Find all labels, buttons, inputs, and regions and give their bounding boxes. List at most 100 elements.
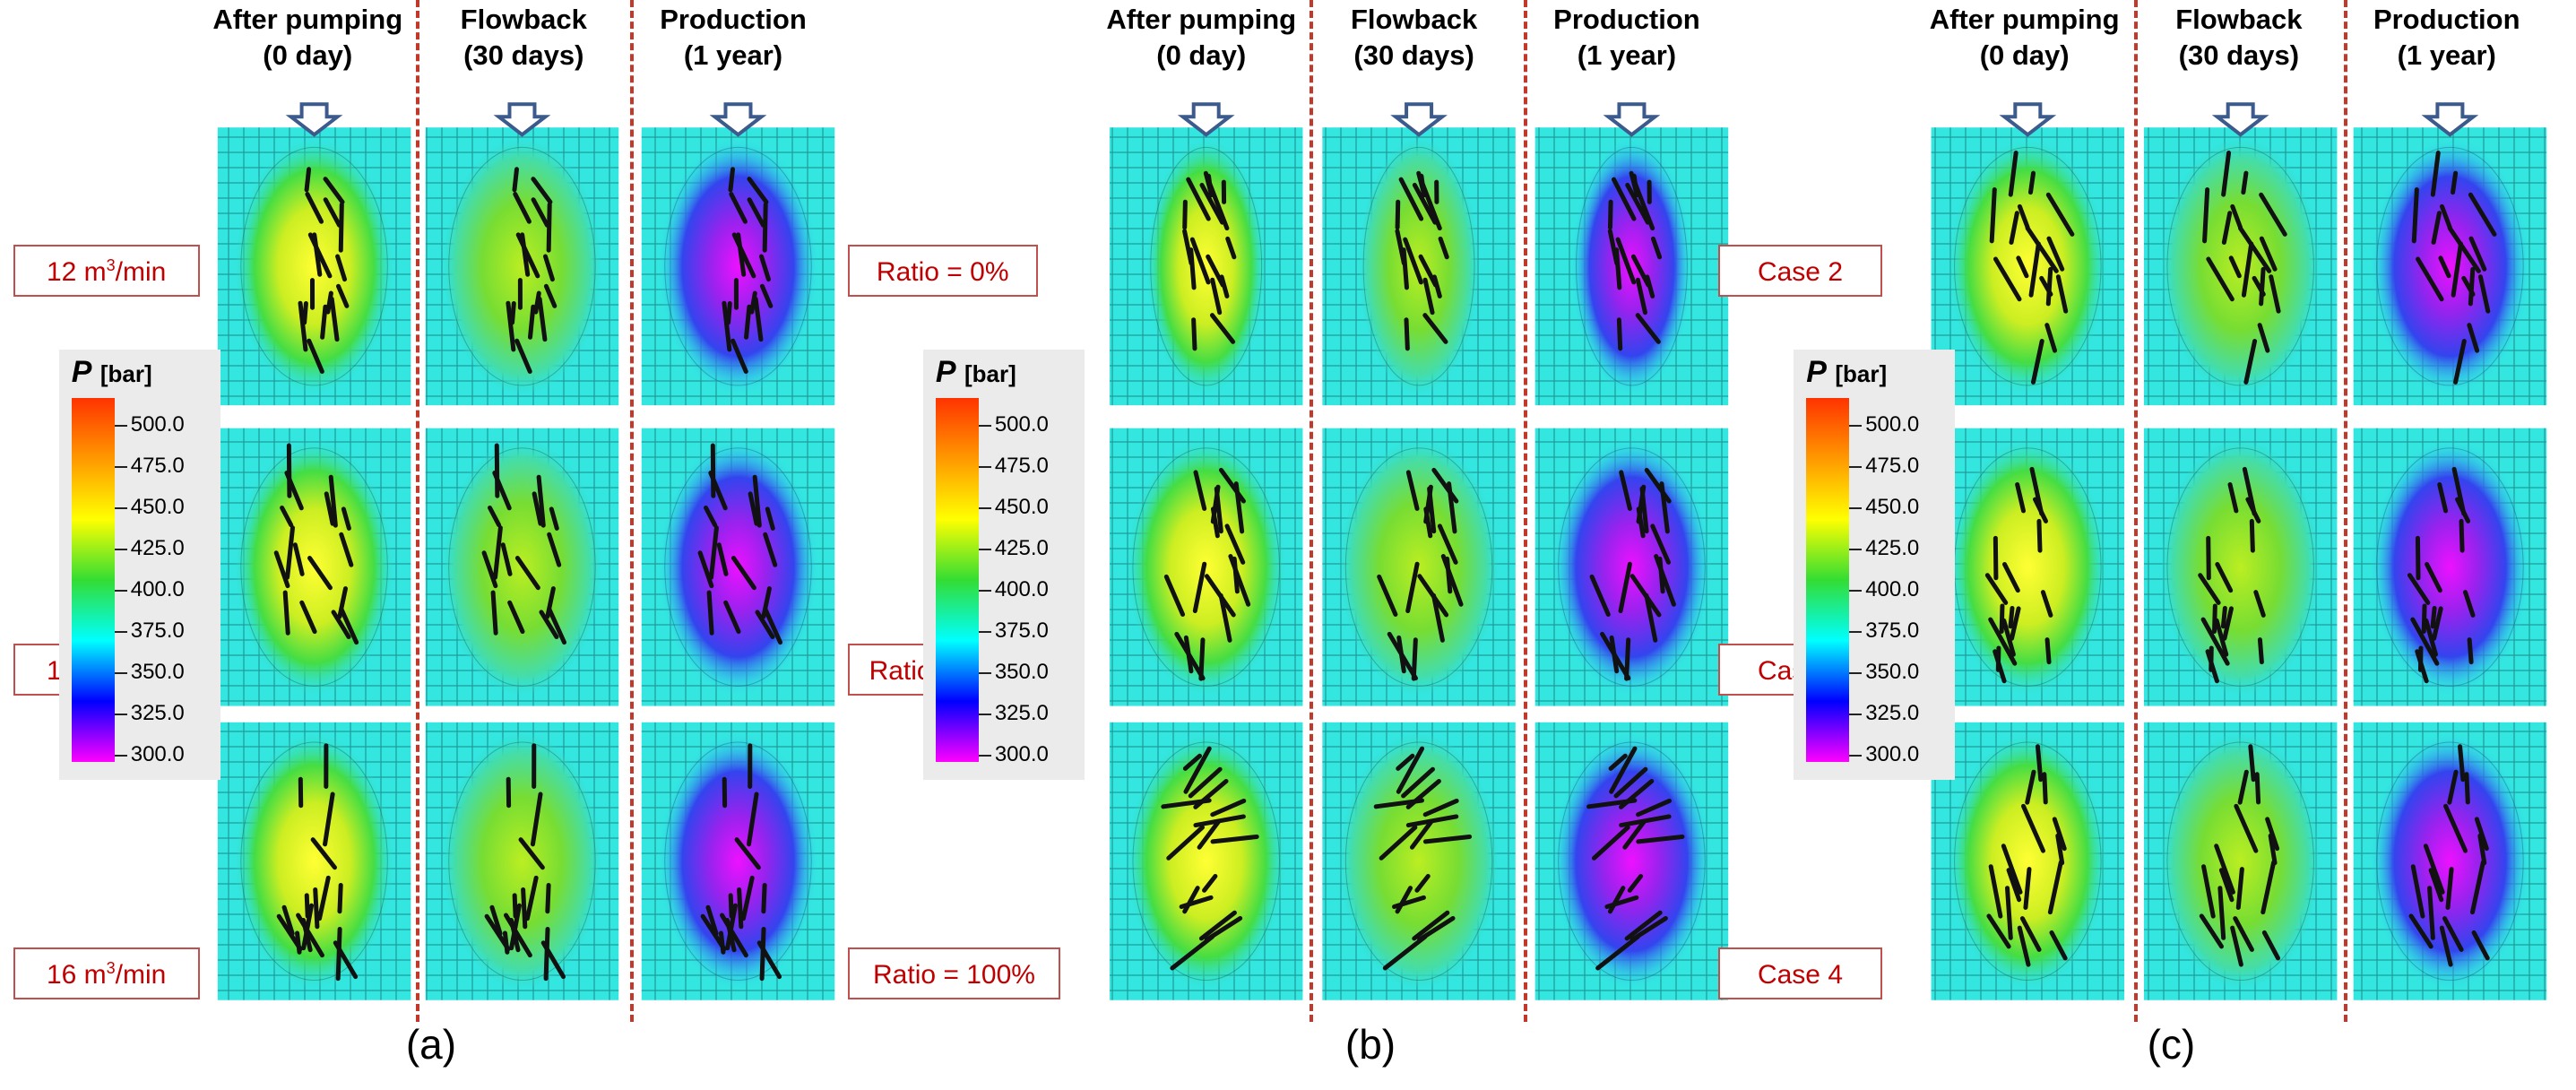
simulation-panel [1109, 722, 1303, 1000]
simulation-panel [217, 428, 411, 706]
colorbar-tick [114, 714, 127, 716]
column-header-title: Production [1553, 4, 1700, 35]
simulation-panel [641, 102, 835, 406]
colorbar-tick-label: 400.0 [130, 577, 185, 602]
column-divider [1523, 0, 1527, 1022]
fracture-network [273, 443, 359, 645]
colorbar-tick-label: 300.0 [994, 742, 1049, 767]
simulation-panel [2143, 102, 2338, 406]
simulation-panel [1534, 428, 1729, 706]
column-header-title: Production [660, 4, 807, 35]
colorbar-tick-label: 425.0 [1865, 536, 1920, 561]
colorbar-tick-label: 375.0 [130, 619, 185, 644]
colorbar-title: P [bar] [72, 355, 152, 390]
colorbar-unit: [bar] [964, 360, 1016, 388]
column-header-subtitle: (30 days) [1353, 39, 1474, 71]
colorbar-unit: [bar] [1835, 360, 1888, 388]
simulation-panel [1109, 102, 1303, 406]
column-header-title: Production [2373, 4, 2520, 35]
column-header-subtitle: (30 days) [463, 39, 584, 71]
column-divider [2343, 0, 2347, 1022]
colorbar-tick-label: 450.0 [994, 495, 1049, 520]
colorbar-tick [1849, 672, 1863, 675]
colorbar-tick-label: 450.0 [130, 495, 185, 520]
pressure-plume [442, 732, 602, 990]
simulation-panel [425, 102, 619, 406]
colorbar-tick-label: 325.0 [1865, 701, 1920, 726]
column-divider [629, 0, 634, 1022]
column-header-subtitle: (1 year) [2397, 39, 2496, 71]
colorbar-tick [1849, 466, 1863, 469]
colorbar-tick [978, 714, 991, 716]
colorbar-tick-label: 425.0 [994, 536, 1049, 561]
fracture-network [1395, 170, 1449, 351]
pressure-plume [2370, 732, 2530, 990]
pressure-plume [658, 137, 818, 395]
simulation-panel [1931, 428, 2125, 706]
pressure-colorbar: P [bar] 500.0 475.0 450.0 425.0 400.0 375.0 350… [922, 350, 1085, 781]
colorbar-tick [1849, 755, 1863, 757]
row-case-label-text: Ratio = 100% [873, 960, 1035, 991]
colorbar-tick [1849, 714, 1863, 716]
simulation-panel [1322, 722, 1516, 1000]
column-header: Production (1 year) [1519, 2, 1734, 74]
fracture-network [1984, 466, 2053, 684]
colorbar-tick [114, 549, 127, 551]
fracture-network [2411, 151, 2497, 385]
fracture-network [276, 743, 359, 982]
colorbar-tick-label: 375.0 [1865, 619, 1920, 644]
colorbar-tick-label: 350.0 [130, 660, 185, 685]
colorbar-tick [1849, 590, 1863, 593]
simulation-panel [641, 722, 835, 1000]
column-header-subtitle: (0 day) [1979, 39, 2070, 71]
pressure-plume [1552, 732, 1712, 990]
colorbar-tick [1849, 425, 1863, 428]
pressure-plume [1339, 438, 1499, 696]
pressure-plume [2160, 137, 2321, 395]
simulation-panel [1322, 102, 1516, 406]
colorbar-tick-label: 350.0 [994, 660, 1049, 685]
row-case-label-text: 12 m [46, 257, 107, 288]
injection-arrow-icon [1603, 102, 1661, 137]
colorbar-unit: [bar] [99, 360, 152, 388]
fracture-network [2408, 744, 2490, 967]
colorbar-tick [978, 466, 991, 469]
pressure-plume [1948, 438, 2108, 696]
row-case-label: 16 m3/min [13, 947, 200, 1000]
pressure-plume [2370, 438, 2530, 696]
column-divider [1309, 0, 1313, 1022]
pressure-colorbar: P [bar] 500.0 475.0 450.0 425.0 400.0 375.0 350… [58, 350, 220, 781]
injection-arrow-icon [1177, 102, 1235, 137]
pressure-plume [1358, 137, 1480, 395]
row-case-label: Ratio = 0% [847, 245, 1038, 298]
colorbar-title: P [bar] [936, 355, 1016, 390]
row-case-label: Case 2 [1718, 245, 1882, 298]
pressure-plume [1126, 438, 1286, 696]
column-header-subtitle: (1 year) [1577, 39, 1677, 71]
pressure-plume [2370, 137, 2530, 395]
colorbar-tick [978, 425, 991, 428]
pressure-plume [2160, 438, 2321, 696]
colorbar-tick-label: 475.0 [1865, 454, 1920, 479]
colorbar-title: P [bar] [1806, 355, 1887, 390]
injection-arrow-icon [2421, 102, 2479, 137]
pressure-plume [658, 732, 818, 990]
simulation-panel [2353, 102, 2547, 406]
pressure-colorbar: P [bar] 500.0 475.0 450.0 425.0 400.0 375.0 350… [1794, 350, 1956, 781]
colorbar-tick [978, 549, 991, 551]
pressure-plume [1552, 438, 1712, 696]
column-divider [415, 0, 419, 1022]
colorbar-tick-label: 400.0 [994, 577, 1049, 602]
pressure-plume [1126, 732, 1286, 990]
fracture-network [1163, 467, 1251, 681]
fracture-network [2198, 466, 2266, 684]
fracture-network [722, 167, 774, 374]
simulation-panel [1109, 428, 1303, 706]
fracture-network [700, 743, 782, 982]
colorbar-tick-label: 300.0 [1865, 742, 1920, 767]
colorbar-tick-label: 500.0 [1865, 412, 1920, 437]
fracture-network [1182, 170, 1237, 351]
column-header-title: After pumping [1929, 4, 2120, 35]
